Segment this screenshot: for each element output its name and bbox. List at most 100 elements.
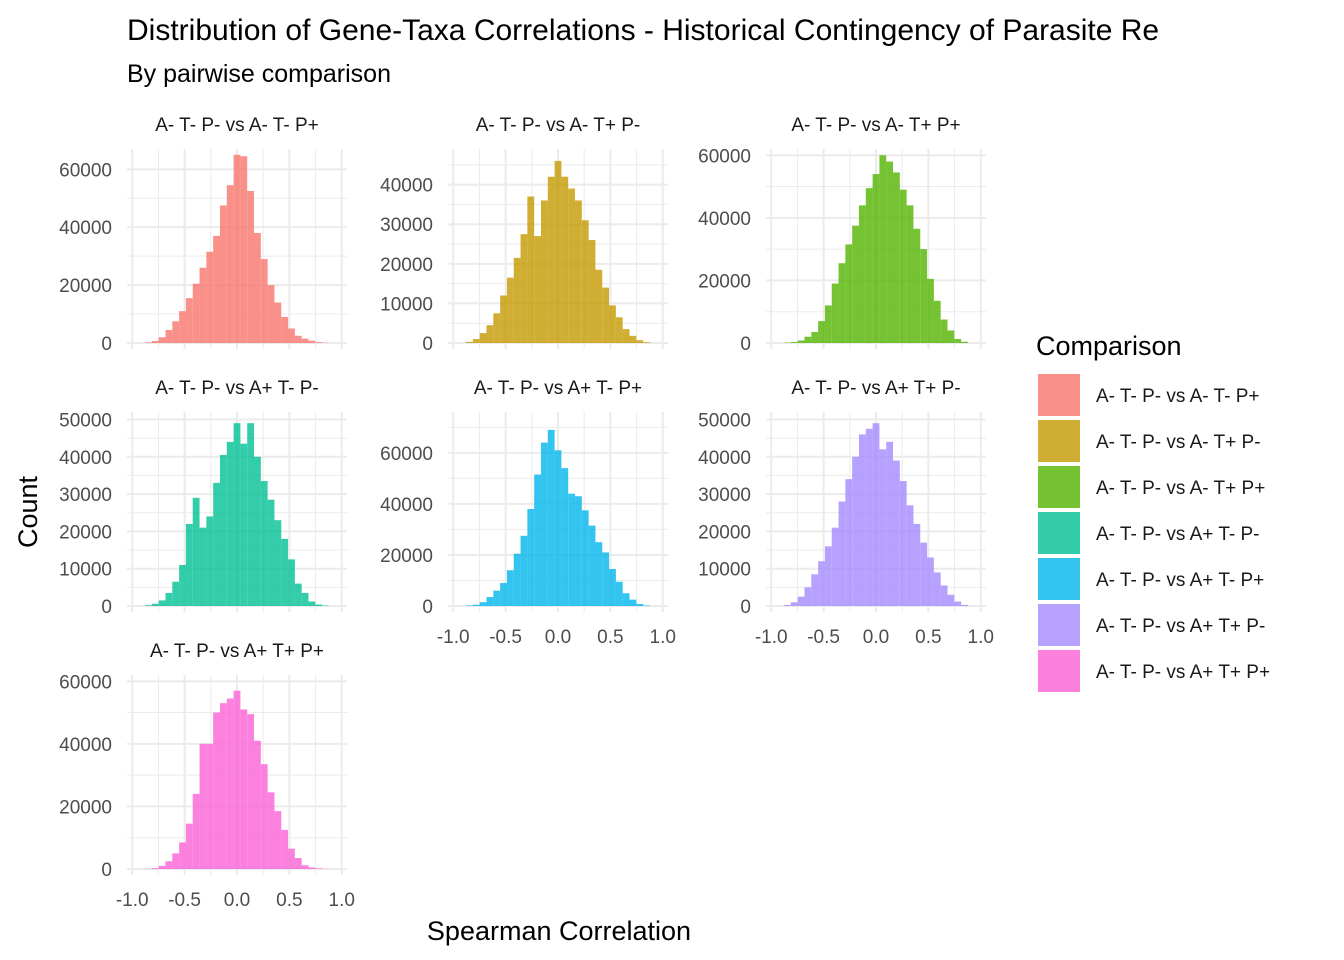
histogram-bar [554, 450, 562, 606]
histogram-bar [274, 811, 282, 869]
histogram-bar [172, 853, 180, 869]
legend-key-swatch [1038, 420, 1080, 462]
y-tick-label: 60000 [698, 146, 751, 167]
legend-key-swatch [1038, 650, 1080, 692]
y-axis-title: Count [13, 475, 43, 548]
histogram-bar [513, 553, 521, 606]
histogram-bar [954, 338, 962, 343]
histogram-bar [852, 225, 859, 343]
y-tick-label: 10000 [698, 560, 751, 581]
histogram-bar [568, 493, 576, 606]
histogram-bar [575, 496, 582, 606]
y-tick-label: 20000 [380, 546, 433, 567]
facet-strip-label: A- T- P- vs A+ T+ P- [791, 378, 960, 399]
histogram-bar [858, 434, 866, 606]
histogram-bar [947, 330, 955, 343]
histogram-bar [879, 155, 887, 343]
y-tick-label: 60000 [59, 672, 112, 693]
histogram-bar [185, 298, 193, 343]
histogram-bar [254, 232, 261, 343]
histogram-bar [151, 868, 159, 869]
histogram-bar [165, 329, 173, 343]
histogram-bar [506, 277, 514, 343]
histogram-bar [858, 205, 866, 343]
histogram-bar [294, 583, 302, 606]
histogram-bar [933, 572, 941, 606]
chart-title: Distribution of Gene-Taxa Correlations -… [127, 14, 1159, 47]
x-tick-label: 0.5 [915, 627, 941, 648]
histogram-bar [893, 460, 900, 606]
histogram-bar [288, 559, 295, 606]
histogram-bar [294, 335, 302, 343]
histogram-bar [247, 423, 255, 606]
histogram-bar [301, 592, 309, 606]
histogram-bar [213, 482, 220, 606]
x-tick-label: -1.0 [437, 627, 470, 648]
histogram-bar [804, 587, 812, 606]
histogram-bar [240, 443, 248, 606]
chart-subtitle: By pairwise comparison [127, 60, 391, 88]
histogram-bar [158, 865, 166, 869]
y-tick-label: 20000 [698, 522, 751, 543]
histogram-bar [913, 523, 921, 606]
histogram-bar [185, 823, 193, 869]
histogram-bar [206, 743, 214, 869]
legend-item: A- T- P- vs A- T+ P- [1038, 420, 1261, 462]
x-tick-label: 0.0 [545, 627, 571, 648]
histogram-bar [622, 329, 630, 343]
legend-item: A- T- P- vs A+ T+ P+ [1038, 650, 1270, 692]
histogram-bar [865, 188, 873, 343]
histogram-bar [906, 205, 914, 343]
histogram-bar [920, 249, 928, 343]
histogram-bar [947, 594, 955, 606]
histogram-bar [513, 257, 521, 343]
facet-panel: A- T- P- vs A- T- P+ 0 20000 40000 60000 [59, 115, 347, 355]
histogram-bar [233, 690, 241, 869]
histogram-bar [790, 602, 798, 606]
histogram-bar [845, 479, 853, 606]
histogram-bar [206, 251, 214, 343]
histogram-bar [185, 523, 193, 606]
y-tick-label: 30000 [380, 215, 433, 236]
histogram-bar [158, 337, 166, 343]
histogram-bar [838, 263, 846, 343]
facet-panel: A- T- P- vs A+ T- P- 0 10000 20000 30000 4000… [59, 378, 347, 618]
facet-strip-label: A- T- P- vs A- T+ P+ [791, 115, 960, 136]
histogram-bar [845, 244, 853, 343]
histogram-bar [581, 220, 589, 343]
histogram-bar [179, 311, 186, 343]
histogram-bar [838, 501, 846, 606]
histogram-bar [961, 341, 968, 343]
histogram-bar [927, 557, 934, 606]
legend: A- T- P- vs A- T- P+ A- T- P- vs A- T+ P-… [1038, 374, 1270, 692]
histogram-bar [466, 605, 473, 606]
histogram-bar [281, 316, 289, 343]
histogram-bar [622, 593, 630, 606]
histogram-bar [879, 449, 887, 606]
histogram-bar [811, 332, 819, 343]
histogram-bar [486, 325, 494, 343]
y-tick-label: 50000 [698, 410, 751, 431]
y-tick-label: 0 [740, 597, 751, 618]
histogram-bar [595, 269, 603, 343]
histogram-bar [472, 339, 480, 343]
histogram-bar [852, 456, 859, 606]
histogram-bar [233, 423, 241, 606]
histogram-bar [588, 525, 596, 606]
histogram-bar [233, 154, 241, 343]
histogram-bar [933, 300, 941, 343]
histogram-bar [920, 542, 928, 606]
histogram-bar [472, 604, 480, 606]
y-tick-label: 0 [101, 860, 112, 881]
histogram-bar [804, 336, 812, 343]
histogram-bar [308, 340, 316, 343]
histogram-bar [629, 335, 637, 343]
histogram-bar [602, 552, 610, 606]
histogram-bar [831, 283, 839, 343]
y-tick-label: 20000 [59, 522, 112, 543]
histogram-bar [500, 295, 507, 343]
x-tick-label: 1.0 [968, 627, 994, 648]
x-tick-label: 0.5 [597, 627, 623, 648]
histogram-bar [226, 185, 234, 343]
y-tick-label: 60000 [380, 444, 433, 465]
